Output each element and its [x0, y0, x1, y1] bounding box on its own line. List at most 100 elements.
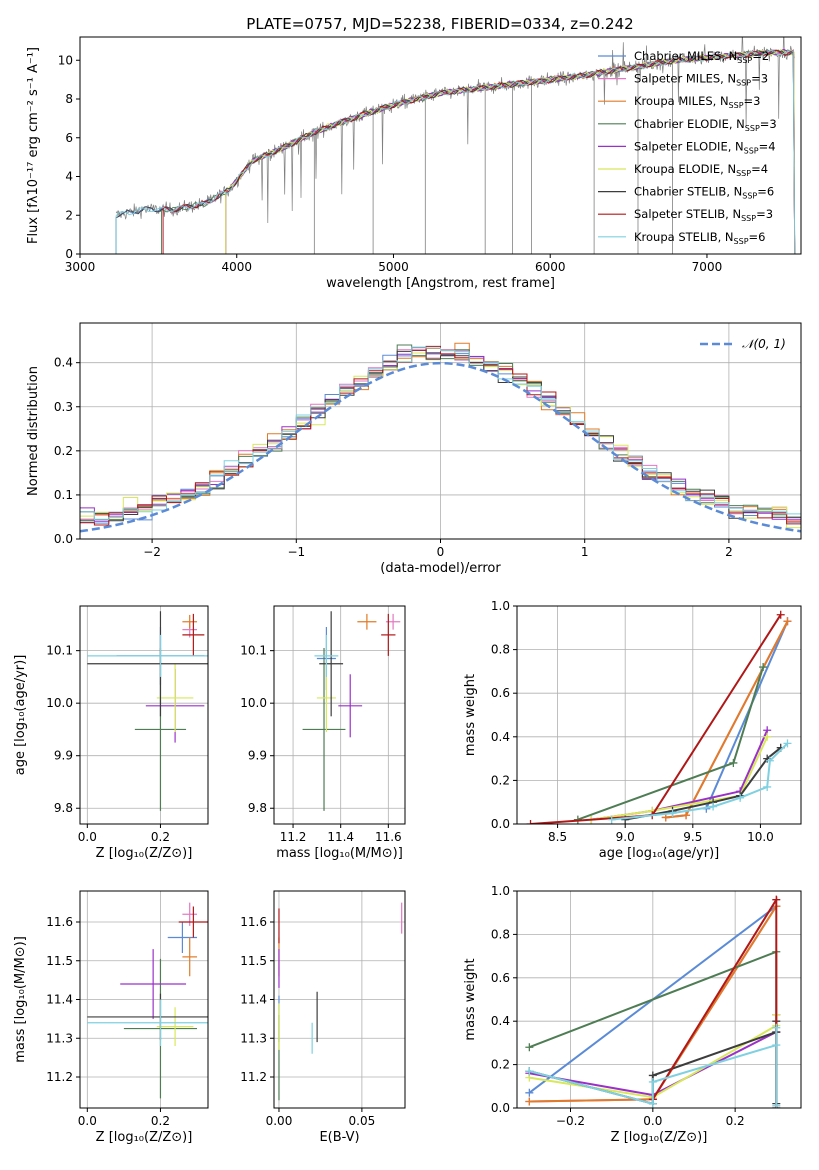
y-axis-label: Flux [fλ10⁻¹⁷ erg cm⁻² s⁻¹ A⁻¹] — [26, 47, 41, 244]
x-tick-label: 8.5 — [548, 830, 567, 844]
mass-weight-marker — [668, 809, 677, 818]
y-tick-label: 11.5 — [240, 954, 267, 968]
x-axis-label: Z [log₁₀(Z/Z⊙)] — [611, 1130, 708, 1145]
legend-label: Chabrier MILES, NSSP=2 — [634, 49, 769, 65]
y-tick-label: 0.8 — [491, 643, 510, 657]
axes-frame — [79, 605, 209, 825]
mass-weight-marker — [783, 739, 792, 748]
y-tick-label: 0.8 — [491, 927, 510, 941]
mass-weight-marker — [763, 732, 772, 741]
x-tick-label: 4000 — [221, 260, 252, 274]
mass-weight-marker — [682, 811, 691, 820]
error-bar-point — [87, 634, 208, 677]
error-bar-point — [319, 611, 344, 717]
error-bar-point — [87, 999, 208, 1046]
error-bar-point — [120, 949, 187, 1019]
y-tick-label: 0.4 — [54, 356, 73, 370]
legend-label: Kroupa ELODIE, NSSP=4 — [634, 162, 768, 178]
y-tick-label: 11.4 — [46, 993, 73, 1007]
x-tick-label: 9.0 — [616, 830, 635, 844]
x-tick-label: 9.5 — [683, 830, 702, 844]
y-tick-label: 11.2 — [46, 1070, 73, 1084]
x-tick-label: 0.0 — [78, 830, 97, 844]
y-tick-label: 1.0 — [491, 599, 510, 613]
model-spectrum-line — [115, 49, 796, 254]
plot-area — [302, 611, 401, 811]
axes: 0.00 0.05 11.2 11.3 11.4 11.5 11.6 E(B-V) — [240, 890, 406, 1145]
error-bar-point — [302, 648, 346, 811]
legend-label: Salpeter MILES, NSSP=3 — [634, 72, 768, 88]
y-axis-label: mass [log₁₀(M/M⊙)] — [13, 936, 28, 1063]
mass-weight-vs-metallicity-panel: −0.2 0.0 0.2 0.0 0.2 0.4 0.6 0.8 1.0 Z [log₁₀(Z/Z… — [463, 884, 802, 1145]
mass-weight-vs-age-panel: 8.5 9.0 9.5 10.0 0.0 0.2 0.4 0.6 0.8 1.0 age [log₁… — [463, 599, 802, 861]
y-tick-label: 2 — [65, 208, 73, 222]
spectrum-legend: Chabrier MILES, NSSP=2 Salpeter MILES, NS… — [598, 49, 777, 246]
y-tick-label: 4 — [65, 170, 73, 184]
x-tick-label: 11.6 — [375, 830, 402, 844]
y-tick-label: 0.0 — [491, 817, 510, 831]
axes: 3000 4000 5000 6000 7000 0 2 4 6 8 10 wavelength [A… — [26, 36, 802, 291]
y-tick-label: 0.6 — [491, 971, 510, 985]
mass-weight-marker — [648, 1077, 657, 1086]
y-tick-label: 0.0 — [491, 1101, 510, 1115]
y-tick-label: 0.2 — [54, 444, 73, 458]
axes: 8.5 9.0 9.5 10.0 0.0 0.2 0.4 0.6 0.8 1.0 age [log₁… — [463, 599, 802, 861]
y-axis-label: age [log₁₀(age/yr)] — [13, 655, 28, 776]
mass-weight-marker — [783, 617, 792, 626]
y-tick-label: 0.4 — [491, 1014, 510, 1028]
legend-label: Kroupa STELIB, NSSP=6 — [634, 230, 765, 246]
x-tick-label: 3000 — [65, 260, 96, 274]
mass-weight-marker — [736, 793, 745, 802]
y-tick-label: 9.9 — [54, 749, 73, 763]
x-tick-label: 7000 — [692, 260, 723, 274]
histogram-step-line — [80, 346, 801, 522]
legend-label: Chabrier STELIB, NSSP=6 — [634, 185, 774, 201]
mass-weight-marker — [765, 756, 774, 765]
mass-weight-series-line — [529, 1027, 778, 1106]
x-axis-label: age [log₁₀(age/yr)] — [599, 846, 720, 861]
mass-vs-extinction-panel: 0.00 0.05 11.2 11.3 11.4 11.5 11.6 E(B-V) — [240, 890, 406, 1145]
x-tick-label: 0.2 — [151, 830, 170, 844]
x-tick-label: 6000 — [535, 260, 566, 274]
axes-frame — [79, 36, 802, 255]
x-tick-label: 0.00 — [266, 1114, 293, 1128]
y-tick-label: 11.6 — [46, 915, 73, 929]
axes: 0.0 0.2 11.2 11.3 11.4 11.5 11.6 Z [log₁₀(Z/Z⊙)… — [13, 890, 209, 1145]
y-axis-label: Normed distribution — [26, 366, 41, 496]
x-tick-label: 0.2 — [726, 1114, 745, 1128]
x-tick-label: 5000 — [378, 260, 409, 274]
plot-area — [525, 895, 781, 1108]
mass-weight-marker — [525, 1097, 534, 1106]
mass-weight-marker — [648, 1099, 657, 1108]
x-tick-label: 11.2 — [280, 830, 307, 844]
mass-weight-marker — [525, 1088, 534, 1097]
plot-area — [87, 902, 208, 1099]
y-tick-label: 0 — [65, 247, 73, 261]
mass-weight-marker — [729, 758, 738, 767]
y-tick-label: 11.3 — [46, 1031, 73, 1045]
mass-weight-marker — [607, 815, 616, 824]
mass-weight-marker — [772, 1101, 781, 1108]
error-bar-point — [178, 906, 208, 938]
mass-weight-marker — [759, 663, 768, 672]
mass-weight-marker — [525, 1067, 534, 1076]
y-tick-label: 11.4 — [240, 993, 267, 1007]
y-tick-label: 10 — [58, 53, 73, 67]
axes-frame — [516, 890, 802, 1109]
mass-weight-marker — [776, 610, 785, 619]
x-tick-label: −0.2 — [556, 1114, 585, 1128]
x-axis-label: (data-model)/error — [380, 561, 501, 576]
axes-frame — [516, 605, 802, 825]
axes: 0.0 0.2 9.8 9.9 10.0 10.1 Z [log₁₀(Z/Z⊙)] age [… — [13, 605, 209, 861]
axes-frame — [273, 605, 406, 825]
y-tick-label: 10.1 — [46, 644, 73, 658]
y-tick-label: 0.6 — [491, 686, 510, 700]
x-axis-label: E(B-V) — [319, 1130, 359, 1145]
y-tick-label: 0.3 — [54, 400, 73, 414]
mass-weight-marker — [526, 820, 535, 824]
legend-label: Kroupa MILES, NSSP=3 — [634, 94, 760, 110]
x-tick-label: 0.0 — [643, 1114, 662, 1128]
x-tick-label: 0.05 — [349, 1114, 376, 1128]
mass-weight-series-line — [591, 736, 769, 821]
